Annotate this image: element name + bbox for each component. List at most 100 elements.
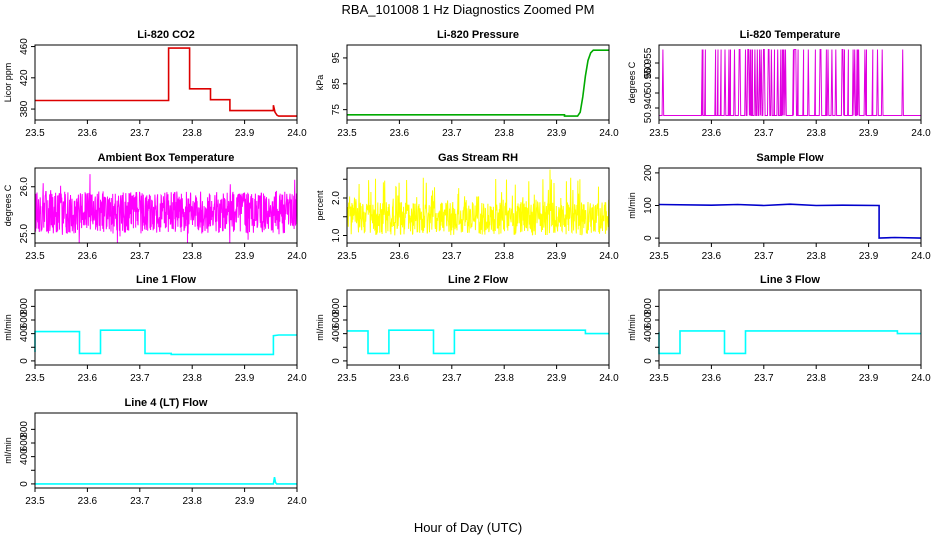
x-tick-label: 23.6 xyxy=(702,373,722,384)
y-tick-label: 800 xyxy=(643,298,654,315)
panel-line-4-lt-flow: Line 4 (LT) Flow 23.5 23.6 23.7 23.8 23.9 24.0… xyxy=(3,397,307,507)
x-tick-label: 23.6 xyxy=(702,128,722,139)
series-line xyxy=(34,329,297,356)
series-line xyxy=(347,49,609,117)
y-tick-label: 50.940 xyxy=(643,92,654,123)
y-tick-label: 0 xyxy=(643,358,654,364)
x-tick-label: 24.0 xyxy=(599,128,619,139)
x-tick-label: 23.5 xyxy=(649,128,669,139)
x-tick-label: 23.9 xyxy=(235,128,255,139)
plot-frame xyxy=(34,44,298,121)
x-tick-label: 23.8 xyxy=(182,373,202,384)
panel-li-820-temperature: Li-820 Temperature 23.5 23.6 23.7 23.8 23.9 24… xyxy=(627,29,931,139)
x-tick-label: 23.9 xyxy=(547,373,567,384)
x-tick-label: 23.9 xyxy=(547,128,567,139)
x-tick-label: 23.6 xyxy=(78,128,98,139)
x-tick-label: 23.7 xyxy=(130,128,150,139)
panel-title: Li-820 Temperature xyxy=(740,29,841,41)
y-axis-label: ml/min xyxy=(627,314,637,341)
panel-gas-stream-rh: Gas Stream RH 23.5 23.6 23.7 23.8 23.9 24.0 1.0… xyxy=(315,152,619,262)
x-tick-label: 24.0 xyxy=(599,251,619,262)
panel-line-3-flow: Line 3 Flow 23.5 23.6 23.7 23.8 23.9 24.0 0 4006… xyxy=(627,274,931,384)
figure-title: RBA_101008 1 Hz Diagnostics Zoomed PM xyxy=(342,2,595,17)
panel-grid: Li-820 CO2 23.5 23.6 23.7 23.8 23.9 24.0 380 420… xyxy=(3,29,931,507)
panel-title: Line 3 Flow xyxy=(760,274,820,286)
panel-title: Line 4 (LT) Flow xyxy=(125,397,208,409)
series-line xyxy=(35,476,297,485)
y-tick-label: 400 xyxy=(19,448,30,465)
y-tick-label: 0 xyxy=(331,358,342,364)
plot-frame xyxy=(34,412,298,489)
x-tick-label: 23.7 xyxy=(442,251,462,262)
x-tick-label: 23.8 xyxy=(494,251,514,262)
panel-li-820-co2: Li-820 CO2 23.5 23.6 23.7 23.8 23.9 24.0 380 420… xyxy=(3,29,307,139)
panel-title: Li-820 Pressure xyxy=(437,29,519,41)
y-tick-label: 50.955 xyxy=(643,47,654,78)
x-tick-label: 23.8 xyxy=(806,128,826,139)
y-tick-label: 0 xyxy=(643,235,654,241)
x-tick-label: 23.6 xyxy=(390,373,410,384)
x-tick-label: 23.9 xyxy=(859,251,879,262)
plot-frame xyxy=(346,167,610,244)
series-line xyxy=(347,329,609,355)
x-tick-label: 24.0 xyxy=(599,373,619,384)
series-line xyxy=(658,330,921,355)
x-tick-label: 24.0 xyxy=(911,251,931,262)
panel-line-2-flow: Line 2 Flow 23.5 23.6 23.7 23.8 23.9 24.0 0 4006… xyxy=(315,274,619,384)
y-tick-label: 26.0 xyxy=(19,177,30,197)
x-tick-label: 23.8 xyxy=(806,251,826,262)
plot-frame xyxy=(658,44,922,121)
y-axis-label: kPa xyxy=(315,75,325,91)
panel-line-1-flow: Line 1 Flow 23.5 23.6 23.7 23.8 23.9 24.0 0 4006… xyxy=(3,274,307,384)
x-tick-label: 23.7 xyxy=(130,251,150,262)
y-tick-label: 1.0 xyxy=(331,228,342,242)
x-tick-label: 23.8 xyxy=(182,251,202,262)
x-tick-label: 23.8 xyxy=(182,496,202,507)
y-axis-label: ml/min xyxy=(3,437,13,464)
y-tick-label: 800 xyxy=(19,421,30,438)
x-tick-label: 23.9 xyxy=(547,251,567,262)
x-tick-label: 23.9 xyxy=(235,496,255,507)
x-tick-label: 24.0 xyxy=(287,496,307,507)
y-tick-label: 420 xyxy=(19,69,30,86)
y-tick-label: 380 xyxy=(19,100,30,117)
panel-title: Line 1 Flow xyxy=(136,274,196,286)
y-tick-label: 460 xyxy=(19,38,30,55)
x-tick-label: 24.0 xyxy=(287,373,307,384)
x-tick-label: 23.5 xyxy=(337,251,357,262)
x-tick-label: 23.7 xyxy=(754,373,774,384)
x-tick-label: 23.5 xyxy=(337,373,357,384)
y-tick-label: 0 xyxy=(19,358,30,364)
y-axis-label: ml/min xyxy=(3,314,13,341)
x-tick-label: 23.9 xyxy=(859,373,879,384)
y-tick-label: 600 xyxy=(19,434,30,451)
y-tick-label: 75 xyxy=(331,104,342,116)
panel-ambient-box-temperature: Ambient Box Temperature 23.5 23.6 23.7 23.8 2… xyxy=(3,152,307,262)
series-line xyxy=(658,203,922,239)
x-tick-label: 23.5 xyxy=(25,373,45,384)
y-tick-label: 85 xyxy=(331,78,342,90)
panel-li-820-pressure: Li-820 Pressure 23.5 23.6 23.7 23.8 23.9 24.0 7… xyxy=(315,29,619,139)
y-tick-label: 400 xyxy=(19,325,30,342)
plot-frame xyxy=(346,289,610,366)
y-tick-label: 800 xyxy=(19,298,30,315)
y-axis-label: ml/min xyxy=(627,192,637,219)
x-tick-label: 23.9 xyxy=(235,373,255,384)
panel-title: Gas Stream RH xyxy=(438,152,518,164)
y-axis-label: degrees C xyxy=(3,184,13,226)
x-tick-label: 23.7 xyxy=(442,373,462,384)
x-tick-label: 23.5 xyxy=(649,251,669,262)
y-axis-label: Licor ppm xyxy=(3,63,13,103)
panel-title: Ambient Box Temperature xyxy=(98,152,235,164)
series-line xyxy=(659,49,921,116)
x-tick-label: 23.5 xyxy=(25,128,45,139)
series-line xyxy=(34,174,298,244)
x-tick-label: 23.9 xyxy=(859,128,879,139)
x-tick-label: 23.7 xyxy=(130,373,150,384)
y-axis-label: ml/min xyxy=(315,314,325,341)
x-tick-label: 23.8 xyxy=(494,128,514,139)
plot-frame xyxy=(34,289,298,366)
plot-frame xyxy=(658,289,922,366)
x-tick-label: 23.7 xyxy=(754,251,774,262)
